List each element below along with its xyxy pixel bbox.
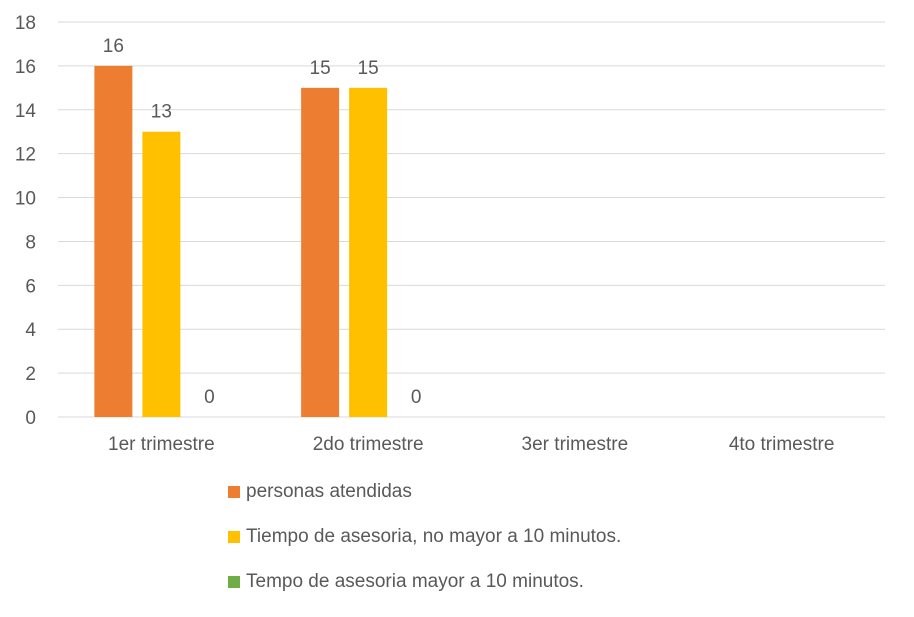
legend: personas atendidas Tiempo de asesoria, n…: [228, 481, 622, 617]
legend-item: Tempo de asesoria mayor a 10 minutos.: [228, 571, 621, 592]
bar: [142, 131, 181, 417]
legend-item: personas atendidas: [228, 481, 621, 502]
x-tick-label: 4to trimestre: [729, 434, 835, 455]
x-tick-label: 2do trimestre: [313, 434, 424, 455]
y-tick-label: 10: [15, 189, 36, 210]
y-tick-label: 6: [25, 276, 36, 297]
legend-label: Tempo de asesoria mayor a 10 minutos.: [246, 571, 584, 592]
legend-label: Tiempo de asesoria, no mayor a 10 minuto…: [246, 526, 622, 547]
y-tick-label: 4: [25, 320, 36, 341]
y-tick-label: 12: [15, 145, 36, 166]
legend-swatch-personas-atendidas: [228, 486, 240, 498]
y-tick-label: 16: [15, 57, 36, 78]
x-tick-label: 1er trimestre: [108, 434, 215, 455]
legend-swatch-tiempo-mayor: [228, 576, 240, 588]
y-tick-label: 14: [15, 101, 37, 122]
y-tick-label: 2: [25, 364, 36, 385]
data-label: 0: [411, 387, 422, 408]
bar: [94, 65, 133, 417]
legend-swatch-tiempo-no-mayor: [228, 531, 240, 543]
data-label: 15: [310, 58, 331, 79]
bar: [301, 87, 340, 417]
legend-label: personas atendidas: [246, 481, 412, 502]
y-tick-label: 18: [15, 13, 36, 34]
bar: [349, 87, 388, 417]
bar-chart-plot: 0 2 4 6 8 10 12 14 16 18 16 13 0 1er trimestre 15 15 0 2d…: [15, 13, 885, 455]
legend-item: Tiempo de asesoria, no mayor a 10 minuto…: [228, 526, 622, 547]
data-label: 16: [103, 36, 124, 57]
y-tick-label: 0: [25, 408, 36, 429]
chart: 0 2 4 6 8 10 12 14 16 18 16 13 0 1er trimestre 15 15 0 2d…: [15, 13, 885, 592]
y-tick-label: 8: [25, 232, 36, 253]
data-label: 15: [358, 58, 379, 79]
data-label: 13: [151, 102, 172, 123]
x-tick-label: 3er trimestre: [522, 434, 629, 455]
data-label: 0: [204, 387, 215, 408]
